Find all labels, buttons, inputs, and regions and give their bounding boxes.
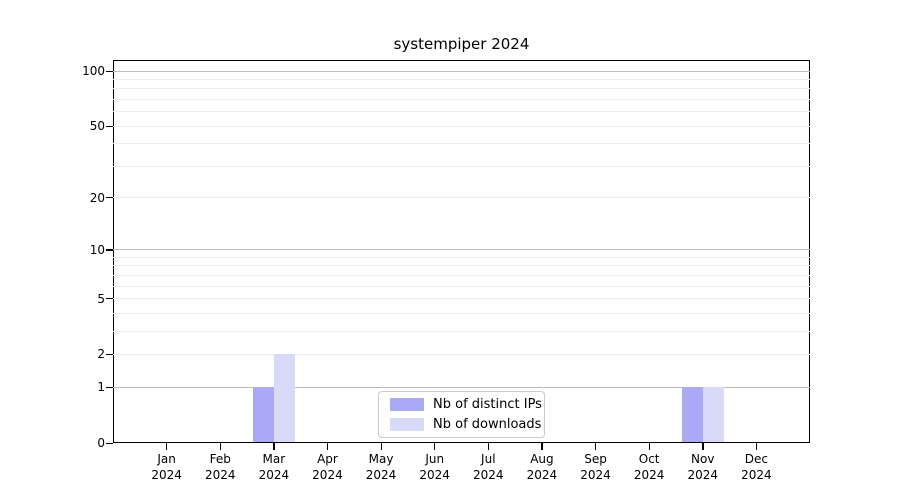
x-axis-tick [595,443,597,450]
y-axis-tick [106,386,113,388]
gridline-major [113,386,810,388]
y-axis-tick [106,353,113,356]
gridline-minor [113,265,810,267]
gridline-minor [113,298,810,300]
y-tick-label: 5 [97,291,105,306]
y-tick-label: 50 [89,119,105,134]
gridline-minor [113,143,810,145]
x-axis-tick [326,443,329,450]
x-tick-label: Jun 2024 [419,452,450,482]
gridline-minor [113,165,810,167]
legend-label-downloads: Nb of downloads [433,417,542,432]
bar-downloads [273,354,295,442]
gridline-minor [113,79,810,81]
x-tick-label: Oct 2024 [633,452,665,482]
y-tick-label: 1 [97,380,105,395]
x-axis-tick [541,443,543,450]
x-axis-tick [702,443,704,450]
x-axis-tick [380,443,382,450]
x-tick-label: Sep 2024 [580,452,611,482]
x-tick-label: Jul 2024 [473,452,504,482]
bar-downloads [702,387,724,442]
x-axis-tick [434,443,436,450]
gridline-minor [113,353,810,355]
legend: Nb of distinct IPs Nb of downloads [378,391,545,438]
x-axis-tick [487,443,490,450]
y-axis-tick [106,70,113,72]
y-tick-label: 20 [89,190,105,205]
x-tick-label: Apr 2024 [312,452,343,482]
gridline-minor [113,88,810,90]
x-tick-label: Dec 2024 [741,452,772,482]
x-axis-tick [219,443,222,450]
gridline-minor [113,99,810,101]
x-tick-label: Nov 2024 [687,452,719,482]
bar-distinct-ips [681,387,703,442]
x-tick-label: Aug 2024 [526,452,558,482]
gridline-minor [113,274,810,276]
x-tick-label: May 2024 [365,452,397,482]
gridline-minor [113,312,810,314]
x-axis-tick [755,443,758,450]
gridline-minor [113,256,810,258]
gridline-minor [113,197,810,199]
gridline-minor [113,125,810,127]
bar-distinct-ips [252,387,274,442]
x-tick-label: Feb 2024 [204,452,236,482]
legend-swatch-distinct-ips [390,398,424,411]
legend-item-distinct-ips: Nb of distinct IPs [390,398,542,411]
gridline-minor [113,111,810,113]
x-axis-tick [648,443,650,450]
legend-label-distinct-ips: Nb of distinct IPs [433,397,542,412]
x-axis-tick [166,443,168,450]
y-tick-label: 2 [97,347,105,362]
gridline-minor [113,285,810,287]
y-axis-tick [106,125,113,127]
y-tick-label: 0 [97,436,105,450]
y-axis-tick [106,442,113,444]
gridline-major [113,249,810,251]
gridline-minor [113,330,810,332]
legend-swatch-downloads [390,418,424,431]
y-tick-label: 100 [82,64,105,79]
x-tick-label: Mar 2024 [258,452,290,482]
y-axis-tick [106,249,113,251]
legend-item-downloads: Nb of downloads [390,418,541,431]
plot-area [113,60,810,443]
gridline-major [113,70,810,72]
x-axis-tick [273,443,275,450]
x-tick-label: Jan 2024 [151,452,182,482]
y-axis-tick [106,298,113,300]
y-tick-label: 10 [89,242,105,257]
chart-title: systempiper 2024 [393,35,530,53]
y-axis-tick [106,197,113,199]
